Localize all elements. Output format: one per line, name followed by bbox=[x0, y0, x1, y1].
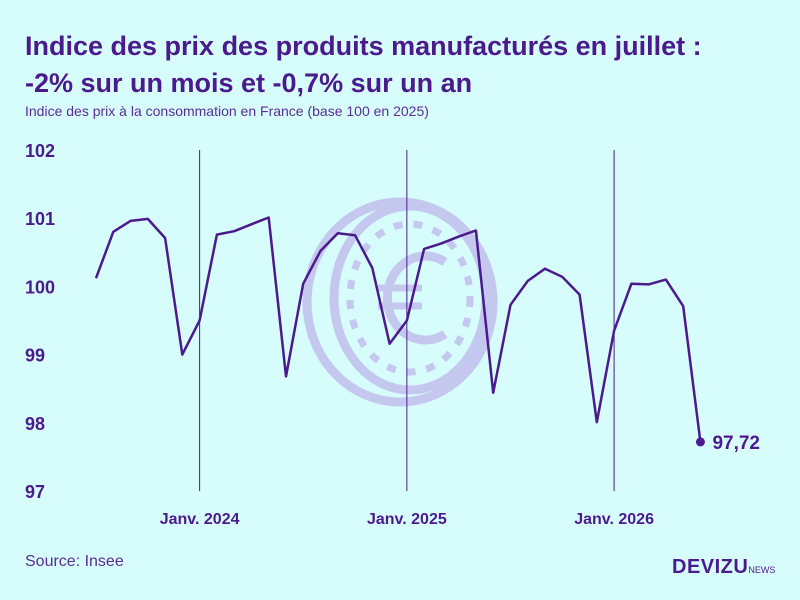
x-tick-label-2: Janv. 2026 bbox=[574, 511, 654, 528]
y-tick-label-1: 98 bbox=[25, 414, 45, 434]
chart-title: Indice des prix des produits manufacturé… bbox=[25, 28, 785, 102]
x-tick-label-1: Janv. 2025 bbox=[367, 511, 447, 528]
coin-edge bbox=[302, 197, 498, 407]
euro-symbol-arc bbox=[383, 251, 448, 345]
y-tick-label-4: 101 bbox=[25, 209, 55, 229]
series-group bbox=[94, 216, 702, 443]
source-note: Source: Insee bbox=[25, 553, 124, 570]
chart-subtitle: Indice des prix à la consommation en Fra… bbox=[25, 103, 429, 119]
brand-logo: DEVIZUNEWS bbox=[672, 556, 775, 579]
y-axis: 97 98 99 100 101 102 bbox=[25, 141, 55, 502]
title-line-2: -2% sur un mois et -0,7% sur un an bbox=[25, 68, 473, 98]
last-point-marker bbox=[695, 437, 705, 447]
x-tick-label-0: Janv. 2024 bbox=[160, 511, 240, 528]
annotations: 97,72 bbox=[695, 433, 760, 454]
brand-sub: NEWS bbox=[748, 565, 776, 575]
title-line-1: Indice des prix des produits manufacturé… bbox=[25, 31, 702, 61]
last-value-label: 97,72 bbox=[712, 433, 760, 454]
coin-face bbox=[329, 201, 491, 395]
y-tick-label-0: 97 bbox=[25, 482, 45, 502]
euro-coin-icon bbox=[302, 197, 498, 407]
y-tick-label-2: 99 bbox=[25, 346, 45, 366]
y-tick-label-5: 102 bbox=[25, 141, 55, 161]
brand-main: DEVIZU bbox=[672, 556, 749, 578]
coin-dots bbox=[346, 220, 474, 376]
x-axis: Janv. 2024 Janv. 2025 Janv. 2026 bbox=[160, 511, 654, 528]
y-tick-label-3: 100 bbox=[25, 277, 55, 297]
series-line-0 bbox=[94, 216, 702, 443]
